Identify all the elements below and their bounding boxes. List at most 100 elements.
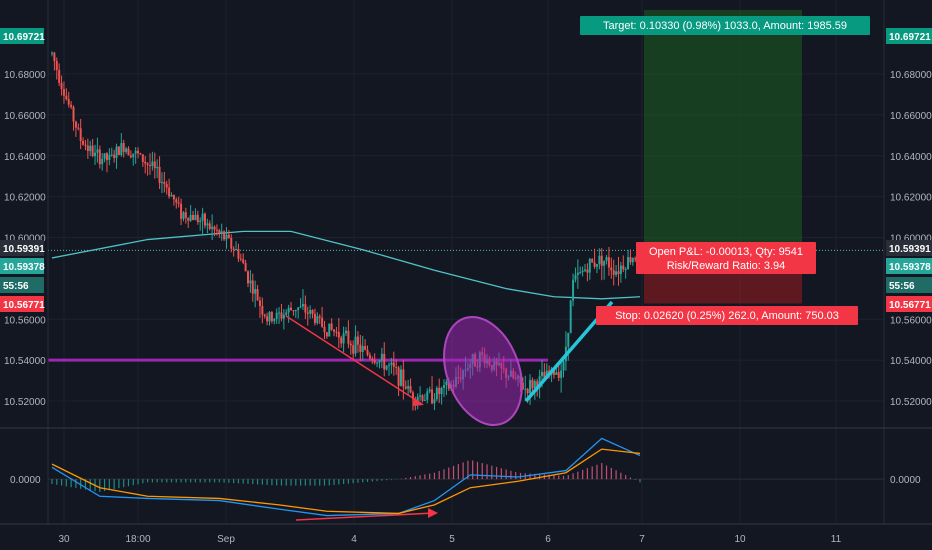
candle-body [129, 155, 132, 158]
candle-body [373, 360, 376, 363]
candle-body [194, 214, 197, 221]
stop-label-text: Stop: 0.02620 (0.25%) 262.0, Amount: 750… [615, 310, 839, 322]
candle-body [144, 161, 147, 164]
candle-body [423, 399, 426, 401]
candle-body [361, 346, 364, 352]
candle-body [359, 344, 362, 352]
candle-body [89, 145, 92, 152]
candle-body [105, 153, 108, 161]
candle-body [629, 257, 632, 263]
candle-body [402, 369, 405, 387]
price-tick-right: 10.60000 [890, 234, 932, 245]
top-price-tag-right: 10.69721 [889, 32, 931, 43]
candle-body [622, 265, 625, 270]
candle-body [574, 274, 577, 280]
candle-body [244, 262, 247, 272]
candle-body [304, 304, 307, 313]
candle-body [62, 89, 65, 96]
candle-body [242, 259, 245, 263]
candle-body [533, 381, 536, 389]
candle-body [208, 223, 211, 229]
candle-body [321, 317, 324, 327]
time-tick: 11 [831, 534, 842, 545]
candle-body [58, 69, 61, 83]
candle-body [526, 388, 529, 394]
candle-body [349, 343, 352, 346]
candle-body [600, 255, 603, 266]
time-tick: 6 [545, 534, 551, 545]
candle-body [101, 158, 104, 165]
candle-body [543, 371, 546, 378]
candle-body [172, 194, 175, 200]
candle-body [156, 166, 159, 169]
candle-body [122, 143, 125, 152]
candle-body [579, 272, 582, 274]
time-tick: 30 [58, 534, 70, 545]
macd-line [51, 437, 641, 517]
candle-body [443, 385, 445, 389]
candle-body [127, 148, 130, 156]
candle-body [619, 265, 622, 275]
candle-body [160, 182, 163, 184]
candle-body [569, 300, 572, 334]
candle-body [199, 220, 202, 223]
candle-body [110, 154, 113, 156]
candle-body [77, 127, 80, 129]
time-tick: 7 [639, 534, 645, 545]
candle-body [416, 396, 419, 403]
candle-body [256, 289, 259, 301]
candle-body [290, 307, 293, 311]
candle-body [149, 165, 151, 167]
macd-arrow-head [428, 508, 438, 518]
time-tick: 10 [734, 534, 746, 545]
candle-body [218, 230, 221, 234]
candle-body [285, 312, 288, 315]
candle-body [192, 214, 195, 221]
candle-body [612, 270, 615, 275]
countdown-tag-right: 55:56 [889, 281, 915, 292]
candle-body [163, 182, 166, 185]
countdown-tag-left-bg [0, 277, 44, 293]
candle-body [146, 163, 149, 166]
candle-body [187, 217, 190, 221]
candle-body [562, 361, 565, 371]
drawings[interactable] [285, 300, 614, 521]
candle-body [213, 226, 216, 230]
price-tick-left: 10.68000 [4, 70, 46, 81]
candle-body [397, 367, 400, 386]
candle-body [555, 372, 558, 375]
candle-body [108, 154, 111, 161]
target-label-bg [580, 16, 870, 35]
candle-body [586, 269, 589, 273]
pnl-label-text: Risk/Reward Ratio: 3.94 [667, 260, 786, 272]
candle-body [254, 289, 257, 294]
candle-body [407, 386, 410, 389]
price-tick-left: 10.56000 [4, 315, 46, 326]
target-zone [644, 10, 802, 251]
candle-body [593, 262, 596, 267]
candle-body [261, 305, 264, 315]
candle-body [175, 199, 178, 203]
candle-body [165, 184, 168, 188]
candle-body [399, 369, 402, 386]
candle-body [552, 368, 555, 375]
candle-body [529, 379, 532, 394]
candle-body [313, 313, 316, 324]
candle-body [431, 389, 434, 404]
ma-price-tag-left: 10.59378 [3, 262, 45, 273]
candle-body [270, 312, 273, 322]
candle-body [345, 330, 347, 334]
candle-body [125, 148, 128, 152]
candle-body [581, 270, 584, 273]
price-tick-right: 10.68000 [890, 70, 932, 81]
candle-body [335, 331, 338, 333]
macd-zero-label-left: 0.0000 [10, 475, 41, 486]
price-tick-right: 10.64000 [890, 152, 932, 163]
stop-price-tag-left-bg [0, 296, 44, 312]
candle-body [325, 332, 328, 337]
candle-body [158, 166, 161, 183]
candle-body [603, 260, 606, 266]
candle-body [385, 365, 388, 370]
candle-body [617, 271, 620, 275]
